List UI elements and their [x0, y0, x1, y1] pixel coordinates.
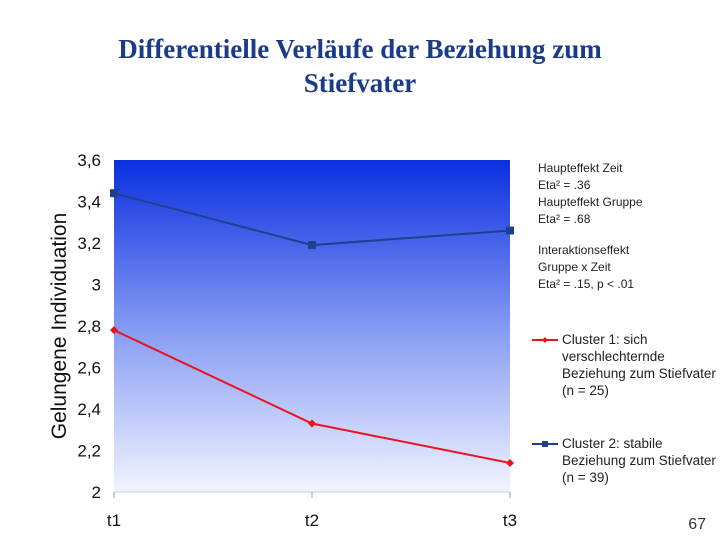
- legend-label-cluster-1: Cluster 1: sich verschlechternde Beziehu…: [562, 332, 716, 398]
- legend-label-cluster-2: Cluster 2: stabile Beziehung zum Stiefva…: [562, 436, 716, 485]
- y-tick-label: 2: [92, 483, 101, 502]
- data-point-cluster-2: [110, 189, 118, 198]
- y-tick-label: 2,2: [77, 442, 101, 461]
- legend-cluster-1: Cluster 1: sich verschlechternde Beziehu…: [530, 331, 720, 399]
- legend-item-cluster-1: Cluster 1: sich verschlechternde Beziehu…: [530, 331, 720, 399]
- note-eta-interaction: Eta² = .15, p < .01: [538, 277, 635, 291]
- legend-key-cluster-2: [532, 441, 558, 447]
- data-point-cluster-2: [308, 241, 316, 250]
- y-tick-label: 2,8: [77, 317, 101, 336]
- y-tick-label: 3,6: [77, 151, 101, 170]
- statistics-notes: Haupteffekt Zeit Eta² = .36 Haupteffekt …: [538, 160, 718, 293]
- slide-title-line-2: Stiefvater: [303, 68, 417, 98]
- note-eta-group: Eta² = .68: [538, 212, 591, 226]
- x-tick-label: t1: [107, 511, 121, 530]
- page-number: 67: [688, 516, 706, 533]
- note-main-effect-time: Haupteffekt Zeit: [538, 161, 623, 175]
- y-tick-label: 3: [92, 276, 101, 295]
- legend-cluster-2: Cluster 2: stabile Beziehung zum Stiefva…: [530, 435, 720, 486]
- slide-title-line-1: Differentielle Verläufe der Beziehung zu…: [118, 34, 602, 64]
- slide-title: Differentielle Verläufe der Beziehung zu…: [60, 32, 660, 100]
- note-group-by-time: Gruppe x Zeit: [538, 260, 611, 274]
- data-point-cluster-2: [506, 226, 514, 235]
- x-tick-label: t2: [305, 511, 319, 530]
- legend-item-cluster-2: Cluster 2: stabile Beziehung zum Stiefva…: [530, 435, 720, 486]
- y-axis-label: Gelungene Individuation: [48, 213, 71, 440]
- y-tick-label: 3,2: [77, 234, 101, 253]
- data-point-cluster-1: [308, 419, 316, 428]
- data-point-cluster-1: [506, 458, 514, 467]
- plot-area: [114, 160, 510, 492]
- y-tick-label: 2,4: [77, 400, 101, 419]
- y-tick-label: 3,4: [77, 193, 101, 212]
- x-tick-label: t3: [503, 511, 517, 530]
- note-eta-time: Eta² = .36: [538, 178, 591, 192]
- note-main-effect-group: Haupteffekt Gruppe: [538, 195, 643, 209]
- legend-key-cluster-1: [532, 337, 558, 343]
- y-tick-label: 2,6: [77, 359, 101, 378]
- note-interaction-effect: Interaktionseffekt: [538, 243, 630, 257]
- data-point-cluster-1: [110, 326, 118, 335]
